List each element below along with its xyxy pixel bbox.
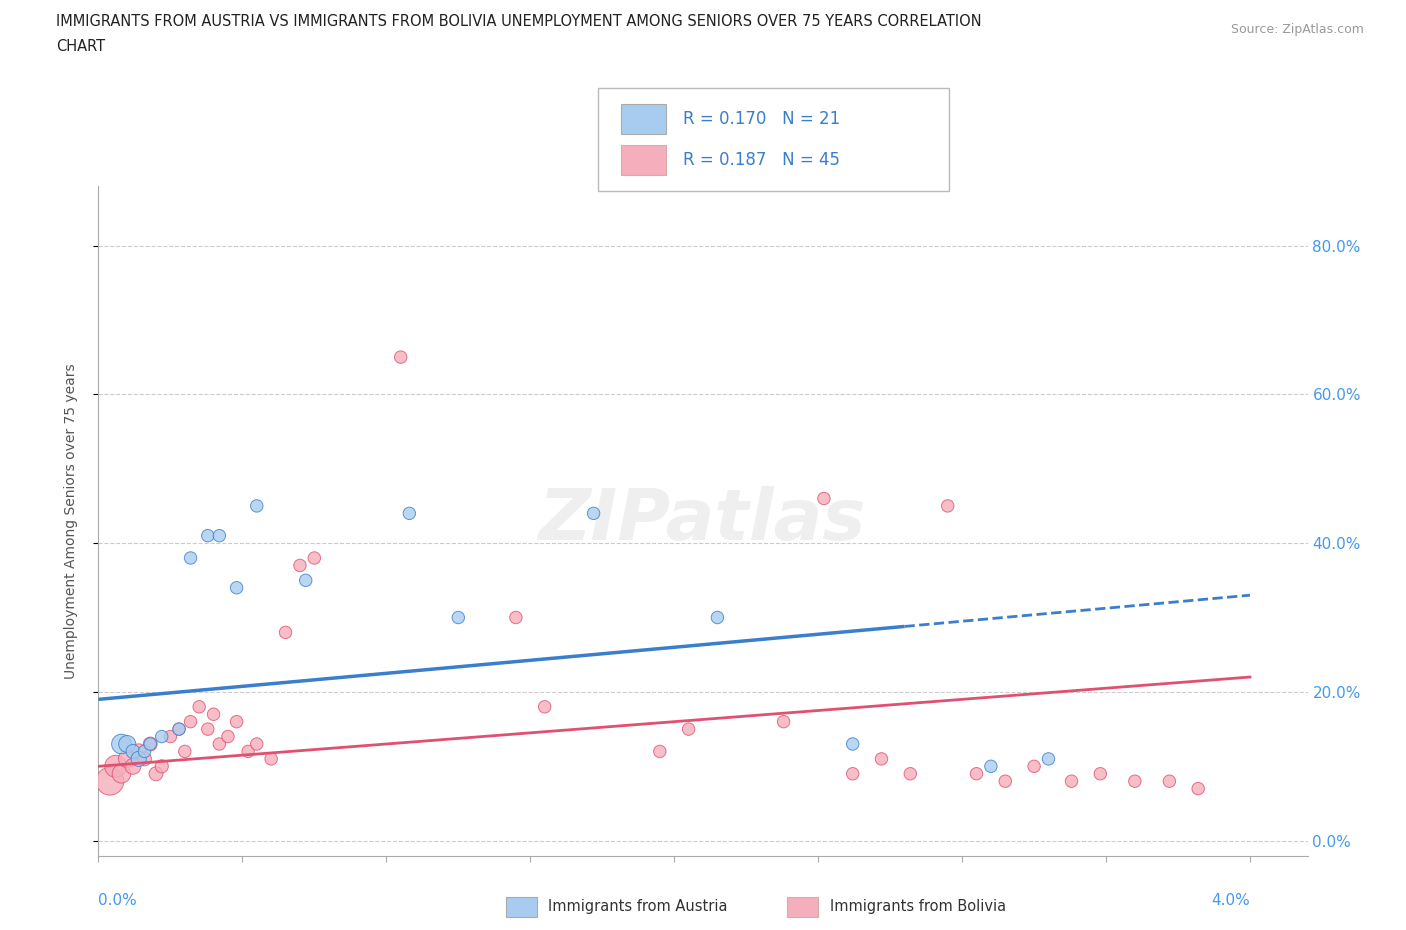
Point	[110, 766, 132, 781]
Text: CHART: CHART	[56, 39, 105, 54]
Text: Immigrants from Bolivia: Immigrants from Bolivia	[830, 899, 1005, 914]
Point	[225, 580, 247, 595]
Point	[447, 610, 470, 625]
Point	[813, 491, 835, 506]
Point	[1187, 781, 1209, 796]
Point	[217, 729, 239, 744]
Point	[246, 498, 269, 513]
Point	[139, 737, 162, 751]
Point	[110, 737, 132, 751]
Point	[150, 729, 173, 744]
Text: 0.0%: 0.0%	[98, 893, 138, 908]
Y-axis label: Unemployment Among Seniors over 75 years: Unemployment Among Seniors over 75 years	[63, 363, 77, 679]
Point	[294, 573, 316, 588]
Point	[208, 528, 231, 543]
Point	[870, 751, 893, 766]
Point	[260, 751, 283, 766]
Point	[128, 744, 150, 759]
Point	[1060, 774, 1083, 789]
Point	[288, 558, 311, 573]
Point	[389, 350, 412, 365]
Point	[122, 759, 145, 774]
Point	[1123, 774, 1146, 789]
Point	[505, 610, 527, 625]
Point	[1038, 751, 1060, 766]
Point	[180, 551, 202, 565]
Point	[145, 766, 167, 781]
Point	[150, 759, 173, 774]
Point	[180, 714, 202, 729]
Text: R = 0.170   N = 21: R = 0.170 N = 21	[683, 110, 841, 128]
Point	[1022, 759, 1045, 774]
Point	[159, 729, 181, 744]
Point	[246, 737, 269, 751]
Text: R = 0.187   N = 45: R = 0.187 N = 45	[683, 151, 841, 169]
Point	[134, 751, 156, 766]
Point	[188, 699, 211, 714]
Text: 4.0%: 4.0%	[1211, 893, 1250, 908]
Point	[208, 737, 231, 751]
Point	[582, 506, 605, 521]
Point	[98, 774, 121, 789]
Text: Immigrants from Austria: Immigrants from Austria	[548, 899, 728, 914]
Point	[122, 744, 145, 759]
Point	[173, 744, 195, 759]
Point	[648, 744, 671, 759]
Point	[128, 751, 150, 766]
Point	[398, 506, 420, 521]
Point	[115, 737, 138, 751]
Point	[104, 759, 127, 774]
Point	[167, 722, 190, 737]
Point	[167, 722, 190, 737]
Point	[533, 699, 555, 714]
Point	[225, 714, 247, 729]
Point	[115, 751, 138, 766]
Point	[966, 766, 988, 781]
Point	[197, 722, 219, 737]
Point	[980, 759, 1002, 774]
Point	[994, 774, 1017, 789]
Point	[936, 498, 959, 513]
Point	[236, 744, 259, 759]
Point	[304, 551, 326, 565]
Point	[678, 722, 700, 737]
Text: Source: ZipAtlas.com: Source: ZipAtlas.com	[1230, 23, 1364, 36]
Point	[772, 714, 794, 729]
Text: IMMIGRANTS FROM AUSTRIA VS IMMIGRANTS FROM BOLIVIA UNEMPLOYMENT AMONG SENIORS OV: IMMIGRANTS FROM AUSTRIA VS IMMIGRANTS FR…	[56, 14, 981, 29]
Point	[197, 528, 219, 543]
Point	[274, 625, 297, 640]
Point	[1159, 774, 1181, 789]
Point	[134, 744, 156, 759]
Text: ZIPatlas: ZIPatlas	[540, 486, 866, 555]
Point	[898, 766, 921, 781]
Point	[1090, 766, 1112, 781]
Point	[202, 707, 225, 722]
Point	[841, 766, 863, 781]
Point	[706, 610, 728, 625]
Point	[841, 737, 863, 751]
Point	[139, 737, 162, 751]
